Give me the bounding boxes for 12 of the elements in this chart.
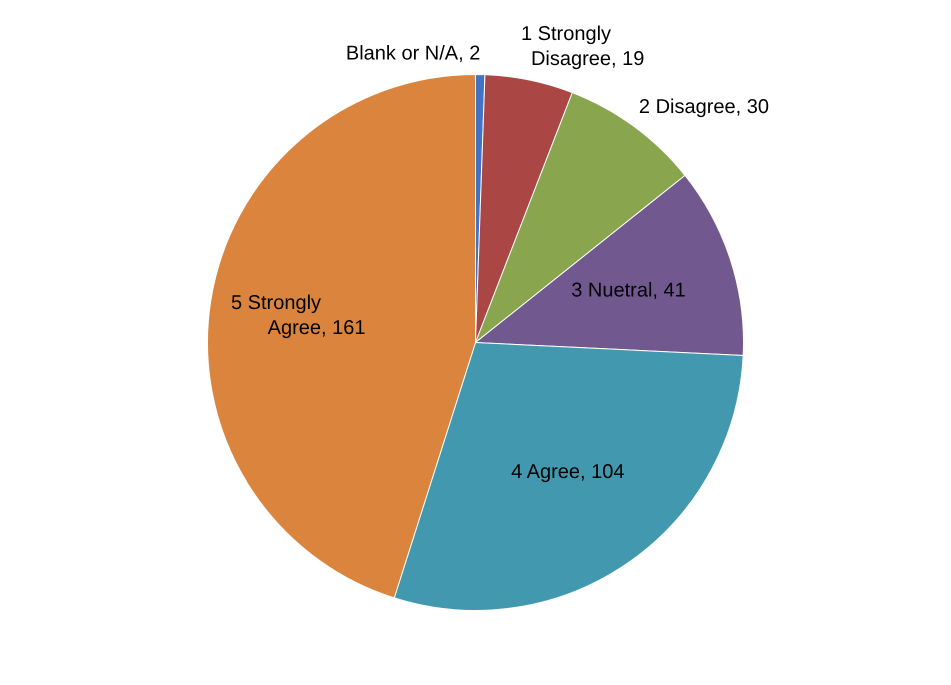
data-label: , 161 — [321, 316, 366, 339]
slice-label: Blank or N/A — [346, 42, 459, 65]
slice-label: 5 Strongly Agree — [230, 292, 322, 339]
data-label: , 41 — [652, 280, 686, 302]
slice-label: 1 Strongly Disagree — [520, 23, 612, 70]
data-label: , 19 — [611, 48, 644, 70]
data-label: , 30 — [736, 96, 769, 118]
slice-label: 4 Agree — [511, 461, 580, 484]
data-label: , 2 — [458, 42, 480, 65]
data-label: , 104 — [580, 461, 625, 484]
slice-label: 2 Disagree — [638, 96, 736, 118]
slice-label: 3 Nuetral — [571, 280, 652, 302]
